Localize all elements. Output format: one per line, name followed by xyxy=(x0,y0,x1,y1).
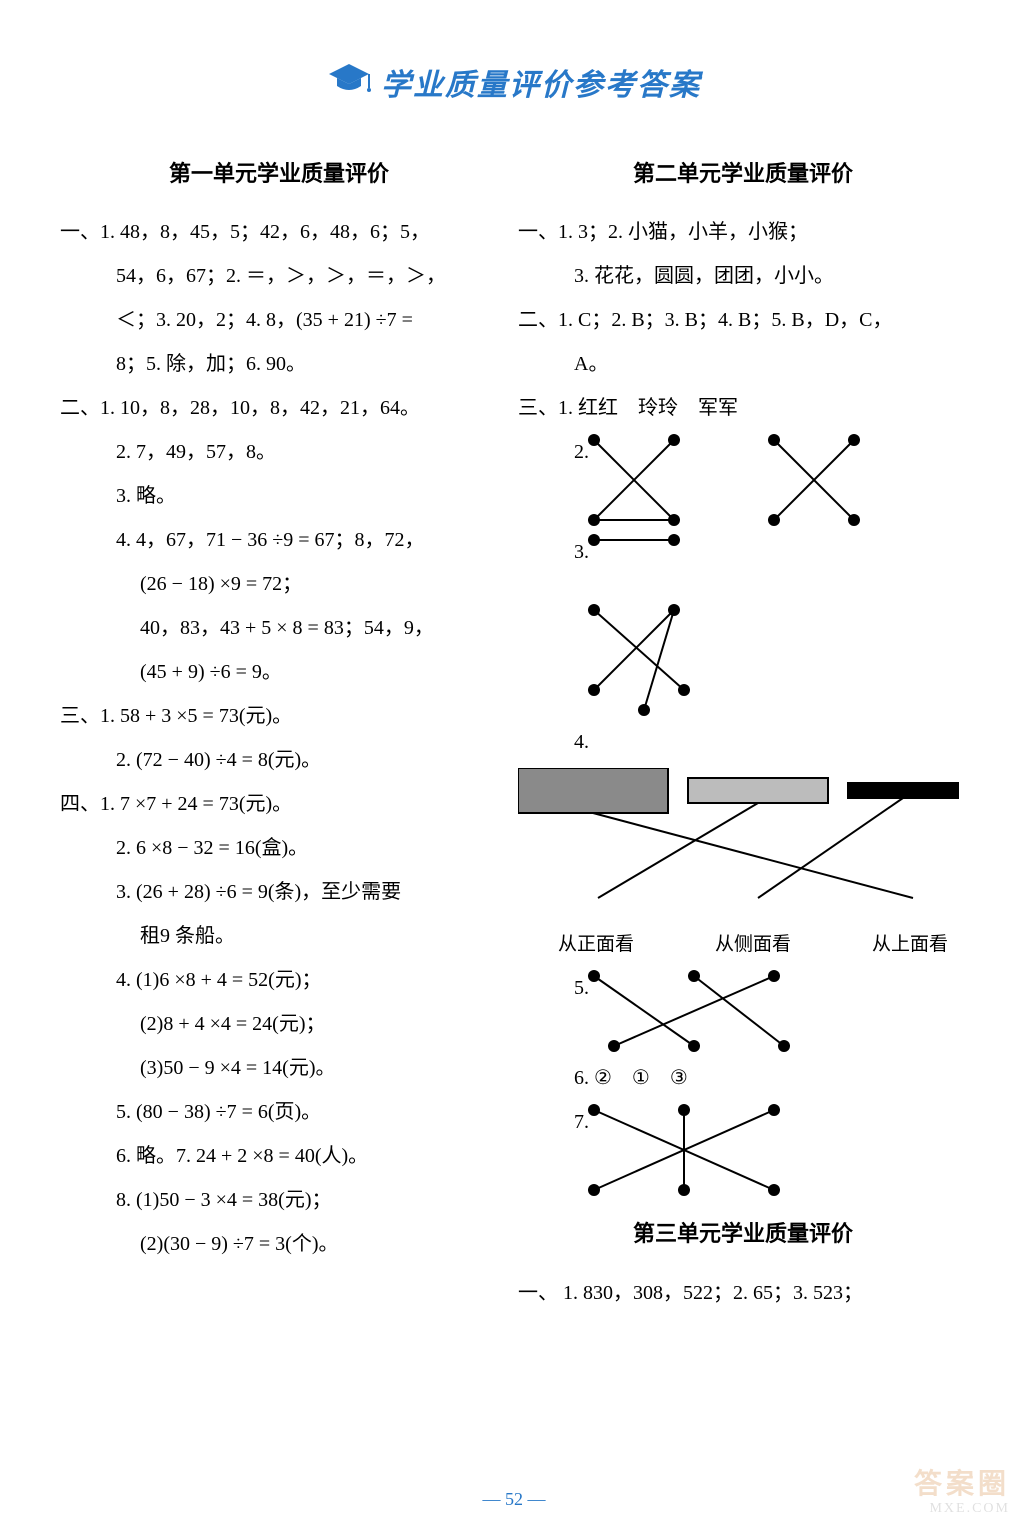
text-line: 6. 略。7. 24 + 2 ×8 = 40(人)。 xyxy=(60,1134,498,1178)
right-column: 第二单元学业质量评价 一、1. 3；2. 小猫，小羊，小猴； 3. 花花，圆圆，… xyxy=(518,144,968,1315)
label-side: 从侧面看 xyxy=(715,924,791,966)
text-line: 8. (1)50 − 3 ×4 = 38(元)； xyxy=(60,1178,498,1222)
text-line: (2)8 + 4 ×4 = 24(元)； xyxy=(60,1002,498,1046)
text-line: 40，83，43 + 5 × 8 = 83；54，9， xyxy=(60,606,498,650)
text-line: 6. ② ① ③ xyxy=(518,1056,968,1100)
text-line: 二、1. 10，8，28，10，8，42，21，64。 xyxy=(60,386,498,430)
text-line: (26 − 18) ×9 = 72； xyxy=(60,562,498,606)
header-bar: 学业质量评价参考答案 xyxy=(60,60,968,104)
text-line: ＜；3. 20，2；4. 8，(35 + 21) ÷7 = xyxy=(60,298,498,342)
text-line: 4. 4，67，71 − 36 ÷9 = 67；8，72， xyxy=(60,518,498,562)
text-line: A。 xyxy=(518,342,968,386)
text-line: 一、 1. 830，308，522；2. 65；3. 523； xyxy=(518,1271,968,1315)
text-line: 一、1. 48，8，45，5；42，6，48，6；5， xyxy=(60,210,498,254)
content-columns: 第一单元学业质量评价 一、1. 48，8，45，5；42，6，48，6；5， 5… xyxy=(60,144,968,1315)
diagram-5 xyxy=(574,966,814,1056)
label-7: 7. xyxy=(518,1100,574,1144)
left-column: 第一单元学业质量评价 一、1. 48，8，45，5；42，6，48，6；5， 5… xyxy=(60,144,498,1315)
text-line: 四、1. 7 ×7 + 24 = 73(元)。 xyxy=(60,782,498,826)
text-line: (3)50 − 9 ×4 = 14(元)。 xyxy=(60,1046,498,1090)
page-number: — 52 — xyxy=(0,1489,1028,1510)
header-title: 学业质量评价参考答案 xyxy=(381,60,701,104)
text-line: 二、1. C；2. B；3. B；4. B；5. B，D，C， xyxy=(518,298,968,342)
diagram-3 xyxy=(574,530,734,720)
label-front: 从正面看 xyxy=(558,924,634,966)
watermark-small: MXE.COM xyxy=(914,1501,1010,1518)
text-line: 8；5. 除，加；6. 90。 xyxy=(60,342,498,386)
diagram-4 xyxy=(518,768,968,908)
text-line: 3. (26 + 28) ÷6 = 9(条)，至少需要 xyxy=(60,870,498,914)
text-line: 2. (72 − 40) ÷4 = 8(元)。 xyxy=(60,738,498,782)
text-line: 3. 略。 xyxy=(60,474,498,518)
text-line: 2. 7，49，57，8。 xyxy=(60,430,498,474)
text-line: 3. 花花，圆圆，团团，小小。 xyxy=(518,254,968,298)
text-line: 54，6，67；2. ＝，＞，＞，＝，＞， xyxy=(60,254,498,298)
unit2-title: 第二单元学业质量评价 xyxy=(518,150,968,198)
label-4: 4. xyxy=(518,720,968,764)
text-line: (2)(30 − 9) ÷7 = 3(个)。 xyxy=(60,1222,498,1266)
text-line: 租9 条船。 xyxy=(60,914,498,958)
unit3-title: 第三单元学业质量评价 xyxy=(518,1210,968,1258)
label-top: 从上面看 xyxy=(872,924,948,966)
text-line: 2. 6 ×8 − 32 = 16(盒)。 xyxy=(60,826,498,870)
graduation-cap-icon xyxy=(327,62,371,103)
watermark-big: 答案圈 xyxy=(914,1468,1010,1502)
view-labels: 从正面看 从侧面看 从上面看 xyxy=(518,924,968,966)
diagram-2b xyxy=(754,430,894,530)
watermark: 答案圈 MXE.COM xyxy=(914,1468,1010,1518)
label-2: 2. xyxy=(518,430,574,474)
text-line: 三、1. 58 + 3 ×5 = 73(元)。 xyxy=(60,694,498,738)
text-line: 三、1. 红红 玲玲 军军 xyxy=(518,386,968,430)
text-line: 5. (80 − 38) ÷7 = 6(页)。 xyxy=(60,1090,498,1134)
text-line: 4. (1)6 ×8 + 4 = 52(元)； xyxy=(60,958,498,1002)
unit1-title: 第一单元学业质量评价 xyxy=(60,150,498,198)
text-line: (45 + 9) ÷6 = 9。 xyxy=(60,650,498,694)
text-line: 一、1. 3；2. 小猫，小羊，小猴； xyxy=(518,210,968,254)
label-3: 3. xyxy=(518,530,574,574)
diagram-7 xyxy=(574,1100,804,1200)
label-5: 5. xyxy=(518,966,574,1010)
diagram-2a xyxy=(574,430,714,530)
